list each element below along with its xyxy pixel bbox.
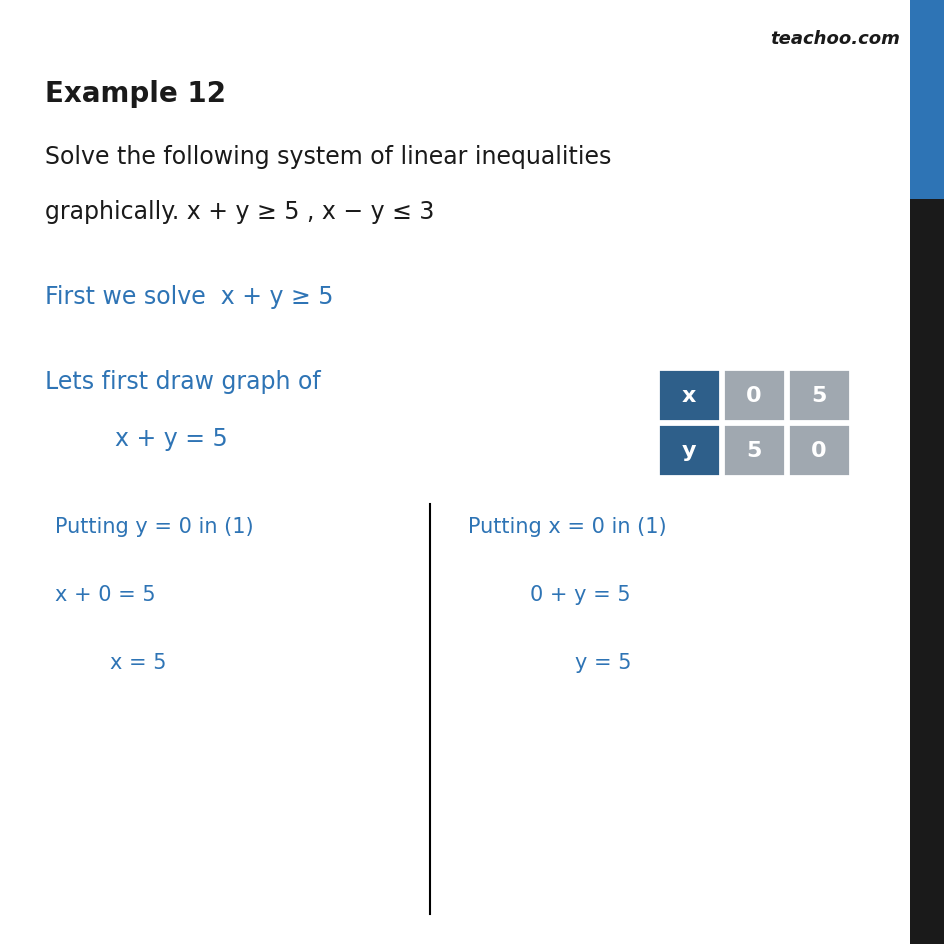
Text: x: x <box>681 385 696 406</box>
Bar <box>909 0 944 200</box>
Text: Lets first draw graph of: Lets first draw graph of <box>45 370 320 394</box>
Text: Putting y = 0 in (1): Putting y = 0 in (1) <box>55 516 253 536</box>
Text: 0: 0 <box>810 441 826 461</box>
Text: Example 12: Example 12 <box>45 80 226 108</box>
Text: y: y <box>681 441 696 461</box>
Text: x = 5: x = 5 <box>110 652 166 672</box>
Text: x + y = 5: x + y = 5 <box>115 427 228 450</box>
Bar <box>787 425 849 477</box>
Text: graphically. x + y ≥ 5 , x − y ≤ 3: graphically. x + y ≥ 5 , x − y ≤ 3 <box>45 200 434 224</box>
Text: 0 + y = 5: 0 + y = 5 <box>530 584 630 604</box>
Text: teachoo.com: teachoo.com <box>769 30 899 48</box>
Text: 5: 5 <box>746 441 761 461</box>
Bar <box>722 425 784 477</box>
Text: 0: 0 <box>746 385 761 406</box>
Bar <box>657 425 719 477</box>
Text: Putting x = 0 in (1): Putting x = 0 in (1) <box>467 516 666 536</box>
Bar <box>787 370 849 422</box>
Text: 5: 5 <box>811 385 826 406</box>
Text: First we solve  x + y ≥ 5: First we solve x + y ≥ 5 <box>45 285 333 309</box>
Bar <box>657 370 719 422</box>
Text: x + 0 = 5: x + 0 = 5 <box>55 584 156 604</box>
Text: y = 5: y = 5 <box>574 652 631 672</box>
Bar <box>722 370 784 422</box>
Bar <box>909 200 944 944</box>
Text: Solve the following system of linear inequalities: Solve the following system of linear ine… <box>45 144 611 169</box>
